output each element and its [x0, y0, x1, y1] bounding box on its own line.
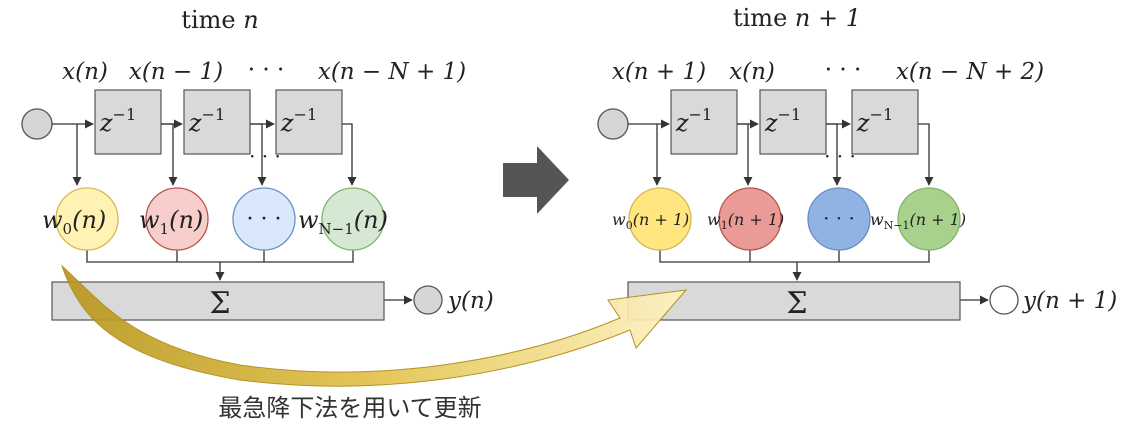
- delay-box-next-2: [759, 89, 827, 155]
- delay-box-next-3: [851, 89, 919, 155]
- panel-time-n-plus-1: time n + 1 x(n + 1) x(n) · · · x(n − N +…: [597, 4, 1117, 321]
- title-time-n: time n: [181, 6, 258, 34]
- weight-label-next-1: w1(n + 1): [707, 210, 784, 232]
- delay-dots: · · ·: [249, 144, 281, 168]
- weight-node-1: [145, 187, 209, 251]
- delay-label-3: z−1: [280, 105, 317, 137]
- tap-label-3: x(n − N + 1): [318, 59, 466, 85]
- delay-box-1: [94, 89, 162, 155]
- output-node: [413, 285, 443, 315]
- update-caption: 最急降下法を用いて更新: [218, 394, 481, 422]
- signal-lines-left: [52, 119, 413, 305]
- delay-box-next-1: [670, 89, 738, 155]
- output-label-next: y(n + 1): [1022, 288, 1117, 314]
- weight-node-next-0: [628, 187, 692, 251]
- tap-label-dots: · · ·: [248, 57, 285, 83]
- output-label: y(n): [447, 288, 494, 314]
- weight-node-0: [55, 187, 119, 251]
- sum-box-next: [627, 281, 961, 321]
- delay-label-next-2: z−1: [764, 105, 801, 137]
- weight-node-next-2: [807, 187, 871, 251]
- panel-time-n: time n x(n) x(n − 1) · · · x(n − N + 1) …: [21, 6, 494, 321]
- input-node: [21, 108, 53, 140]
- weight-node-3: [321, 187, 385, 251]
- weight-node-2: [232, 187, 296, 251]
- weight-label-0: w0(n): [42, 206, 106, 238]
- tap-label-1: x(n − 1): [129, 59, 223, 85]
- sum-symbol: Σ: [209, 286, 230, 321]
- delay-box-3: [275, 89, 343, 155]
- tap-label-next-dots: · · ·: [825, 57, 862, 83]
- delay-box-2: [183, 89, 251, 155]
- update-curve-arrow: [60, 264, 688, 387]
- delay-label-1: z−1: [99, 105, 136, 137]
- weight-label-1: w1(n): [139, 206, 203, 238]
- weight-label-next-0: w0(n + 1): [612, 210, 689, 232]
- delay-label-next-3: z−1: [856, 105, 893, 137]
- weight-node-next-3: [897, 187, 961, 251]
- signal-lines-right: [628, 119, 989, 305]
- output-node-next: [989, 285, 1019, 315]
- weight-label-dots: · · ·: [247, 207, 282, 232]
- tap-label-0: x(n): [62, 59, 108, 85]
- delay-label-2: z−1: [188, 105, 225, 137]
- input-node-next: [597, 108, 629, 140]
- weight-label-next-dots: · · ·: [823, 206, 855, 230]
- weight-node-next-1: [718, 187, 782, 251]
- weight-label-next-3: wN−1(n + 1): [870, 210, 966, 232]
- delay-dots-next: · · ·: [824, 144, 856, 168]
- weight-label-3: wN−1(n): [298, 206, 388, 238]
- tap-label-next-0: x(n + 1): [612, 59, 706, 85]
- sum-symbol-next: Σ: [786, 286, 807, 321]
- tap-label-next-1: x(n): [729, 59, 775, 85]
- next-time-arrow: [503, 146, 569, 214]
- delay-label-next-1: z−1: [675, 105, 712, 137]
- tap-label-next-3: x(n − N + 2): [896, 59, 1044, 85]
- title-time-n-plus-1: time n + 1: [733, 4, 861, 32]
